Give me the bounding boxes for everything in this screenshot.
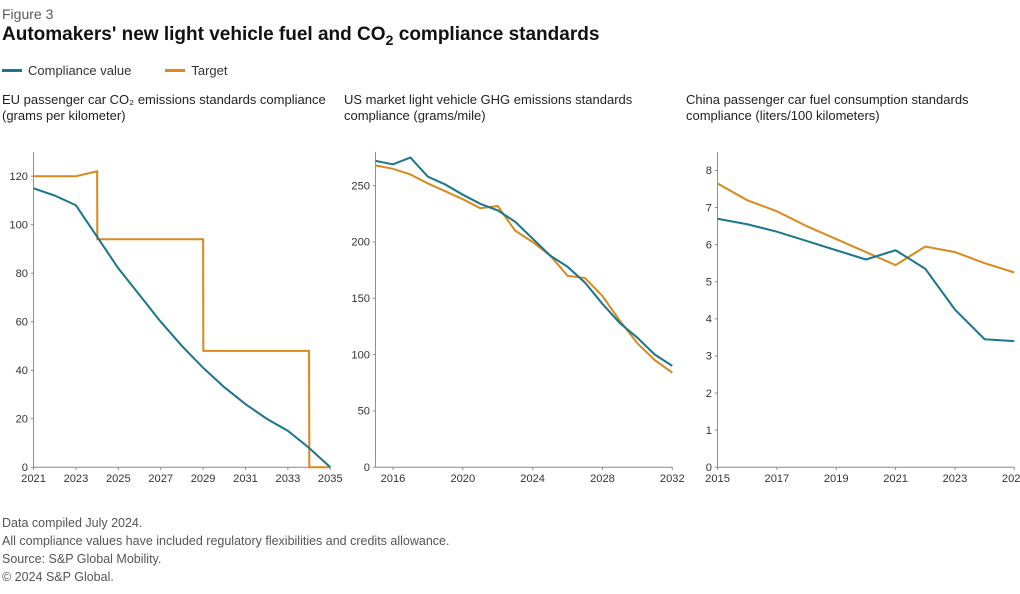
svg-text:2029: 2029 — [191, 473, 216, 485]
svg-text:2025: 2025 — [1002, 473, 1020, 485]
svg-text:0: 0 — [22, 462, 28, 474]
legend-swatch-target — [165, 69, 185, 72]
svg-text:2024: 2024 — [520, 473, 545, 485]
svg-text:60: 60 — [16, 316, 28, 328]
svg-text:150: 150 — [351, 293, 370, 305]
svg-text:2021: 2021 — [21, 473, 46, 485]
svg-text:2033: 2033 — [276, 473, 301, 485]
series-compliance-eu — [34, 188, 331, 467]
series-target-eu — [34, 171, 331, 467]
svg-text:1: 1 — [706, 425, 712, 437]
legend-item-compliance: Compliance value — [2, 63, 131, 78]
chart-eu: 0 20 40 60 80 100 120 2021 2023 2025 2027 2029 2031 2… — [2, 132, 334, 502]
svg-text:20: 20 — [16, 413, 28, 425]
footnotes: Data compiled July 2024.All compliance v… — [2, 514, 1018, 587]
svg-text:2016: 2016 — [381, 473, 406, 485]
svg-text:3: 3 — [706, 350, 712, 362]
panel-china: China passenger car fuel consumption sta… — [686, 92, 1018, 502]
svg-text:2032: 2032 — [660, 473, 685, 485]
series-compliance-china — [718, 218, 1015, 340]
chart-us: 05010015020025020162020202420282032 — [344, 132, 676, 502]
svg-text:2015: 2015 — [705, 473, 730, 485]
svg-text:2031: 2031 — [233, 473, 258, 485]
panel-eu: EU passenger car CO₂ emissions standards… — [2, 92, 334, 502]
svg-text:2023: 2023 — [943, 473, 968, 485]
svg-text:100: 100 — [351, 349, 370, 361]
footnote-line: © 2024 S&P Global. — [2, 568, 1018, 586]
svg-text:50: 50 — [358, 405, 370, 417]
svg-text:2021: 2021 — [883, 473, 908, 485]
legend-label-target: Target — [191, 63, 227, 78]
svg-text:2020: 2020 — [450, 473, 475, 485]
svg-text:6: 6 — [706, 239, 712, 251]
chart-svg-us: 05010015020025020162020202420282032 — [344, 132, 676, 502]
footnote-line: Source: S&P Global Mobility. — [2, 550, 1018, 568]
panels-row: EU passenger car CO₂ emissions standards… — [2, 92, 1018, 502]
svg-text:2017: 2017 — [765, 473, 790, 485]
legend-label-compliance: Compliance value — [28, 63, 131, 78]
title-part-3: compliance standards — [393, 24, 599, 45]
svg-text:5: 5 — [706, 276, 712, 288]
svg-text:250: 250 — [351, 180, 370, 192]
legend: Compliance value Target — [2, 63, 1018, 78]
legend-swatch-compliance — [2, 69, 22, 72]
chart-svg-eu: 0 20 40 60 80 100 120 2021 2023 2025 2027 2029 2031 2… — [2, 132, 334, 502]
series-compliance-us — [376, 157, 673, 365]
chart-svg-china: 0 1 2 3 4 5 6 7 8 2015 2017 2019 2021 2023 2025 — [686, 132, 1018, 502]
svg-text:4: 4 — [706, 313, 712, 325]
chart-china: 0 1 2 3 4 5 6 7 8 2015 2017 2019 2021 2023 2025 — [686, 132, 1018, 502]
svg-text:2: 2 — [706, 388, 712, 400]
svg-text:40: 40 — [16, 365, 28, 377]
svg-text:2027: 2027 — [148, 473, 173, 485]
footnote-line: All compliance values have included regu… — [2, 532, 1018, 550]
svg-text:2025: 2025 — [106, 473, 131, 485]
footnote-line: Data compiled July 2024. — [2, 514, 1018, 532]
legend-item-target: Target — [165, 63, 227, 78]
svg-text:2028: 2028 — [590, 473, 615, 485]
svg-text:7: 7 — [706, 202, 712, 214]
panel-us: US market light vehicle GHG emissions st… — [344, 92, 676, 502]
svg-text:0: 0 — [364, 462, 370, 474]
svg-text:2019: 2019 — [824, 473, 849, 485]
svg-text:8: 8 — [706, 165, 712, 177]
svg-text:120: 120 — [9, 171, 28, 183]
panel-title-eu: EU passenger car CO₂ emissions standards… — [2, 92, 334, 126]
series-target-us — [376, 165, 673, 372]
title-part-1: Automakers' new light vehicle fuel and C… — [2, 24, 386, 45]
svg-text:80: 80 — [16, 268, 28, 280]
chart-title: Automakers' new light vehicle fuel and C… — [2, 24, 1018, 49]
svg-text:2035: 2035 — [318, 473, 343, 485]
figure-label: Figure 3 — [2, 6, 1018, 22]
svg-text:2023: 2023 — [64, 473, 89, 485]
panel-title-china: China passenger car fuel consumption sta… — [686, 92, 1018, 126]
svg-text:0: 0 — [706, 462, 712, 474]
panel-title-us: US market light vehicle GHG emissions st… — [344, 92, 676, 126]
svg-text:200: 200 — [351, 237, 370, 249]
svg-text:100: 100 — [9, 219, 28, 231]
